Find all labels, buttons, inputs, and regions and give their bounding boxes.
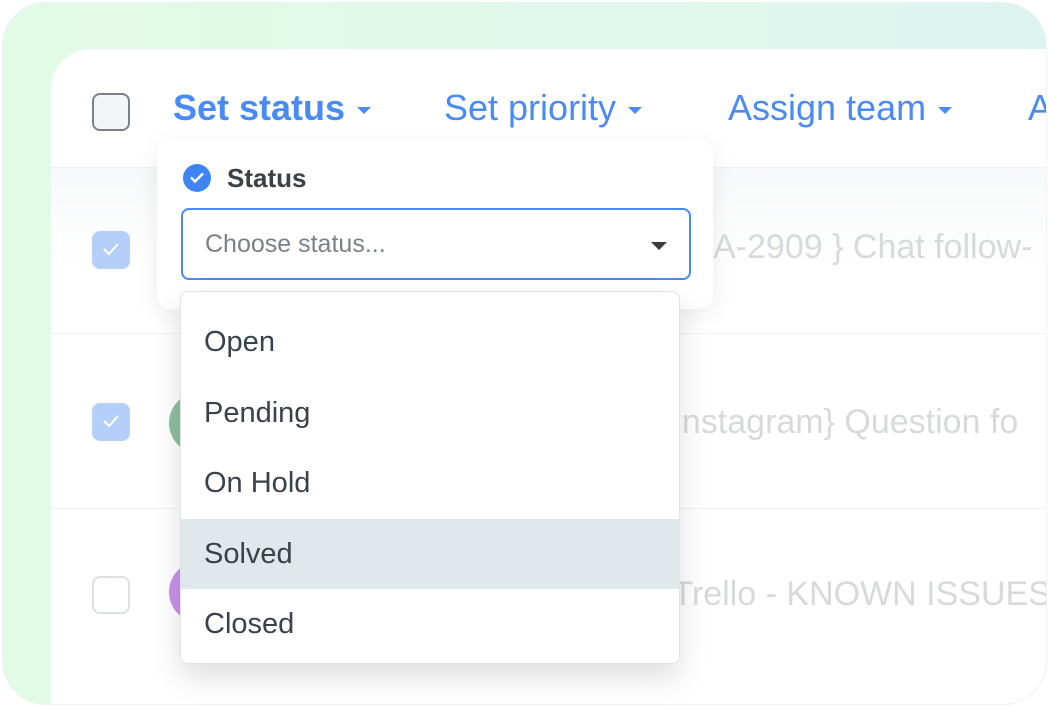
check-icon: [103, 415, 119, 428]
row-checkbox[interactable]: [92, 403, 130, 441]
assign-team-button[interactable]: Assign team: [728, 87, 953, 129]
caret-down-icon: [938, 106, 953, 114]
set-status-popover: Status Choose status...: [157, 139, 713, 309]
set-status-button[interactable]: Set status: [173, 87, 372, 129]
status-option-pending[interactable]: Pending: [204, 396, 311, 429]
set-status-label: Set status: [173, 87, 346, 128]
more-action-button[interactable]: A: [1028, 87, 1046, 129]
caret-down-icon: [628, 106, 643, 114]
status-select[interactable]: Choose status...: [181, 208, 691, 280]
status-options-menu: Open Pending On Hold Solved Closed: [180, 291, 680, 664]
status-option-on-hold[interactable]: On Hold: [204, 467, 311, 499]
ticket-subject[interactable]: A-2909 } Chat follow-: [713, 228, 1033, 266]
check-circle-icon: [183, 164, 211, 192]
set-priority-label: Set priority: [444, 87, 617, 128]
more-action-label: A: [1028, 87, 1046, 128]
bulk-action-toolbar: Set status Set priority Assign team A: [51, 49, 1046, 167]
status-select-placeholder: Choose status...: [205, 230, 386, 258]
row-checkbox[interactable]: [92, 231, 130, 269]
check-icon: [103, 243, 119, 256]
set-priority-button[interactable]: Set priority: [444, 87, 643, 129]
status-option-closed[interactable]: Closed: [204, 608, 295, 640]
status-option-open[interactable]: Open: [204, 326, 275, 358]
row-checkbox[interactable]: [92, 576, 130, 614]
caret-down-icon: [651, 242, 667, 250]
status-option-solved[interactable]: Solved: [181, 518, 679, 589]
select-all-checkbox[interactable]: [92, 93, 130, 131]
ticket-subject[interactable]: [Instagram} Question fo: [663, 403, 1019, 441]
ticket-subject[interactable]: [Trello - KNOWN ISSUES: [663, 575, 1047, 613]
caret-down-icon: [357, 106, 372, 114]
assign-team-label: Assign team: [728, 87, 927, 128]
status-field-label: Status: [227, 163, 307, 193]
